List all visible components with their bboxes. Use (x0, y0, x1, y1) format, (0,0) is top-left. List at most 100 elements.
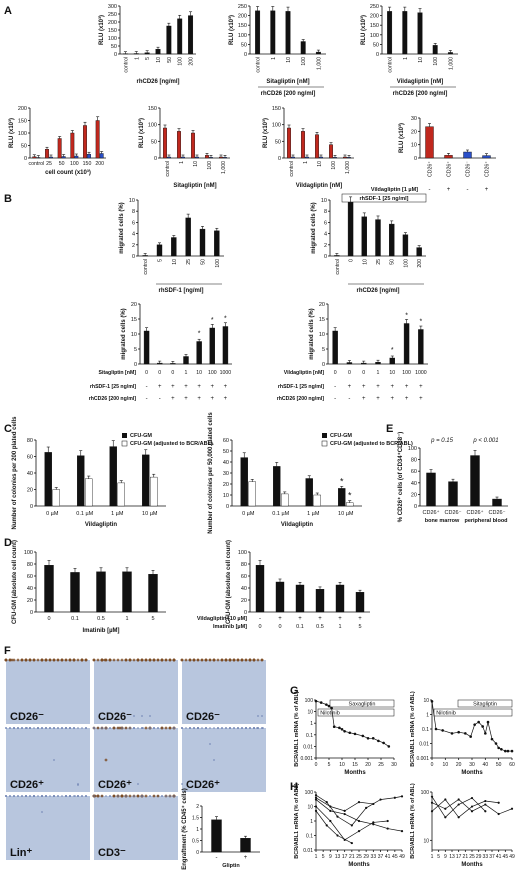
data-point (444, 807, 447, 810)
data-point (490, 737, 494, 741)
y-tick-label: 50 (21, 144, 27, 150)
sig-star: * (391, 347, 394, 354)
stain-dot (117, 783, 119, 785)
sign: + (358, 616, 362, 622)
stain-dot (12, 658, 16, 662)
stain-dot (112, 658, 116, 662)
rlu-bar (188, 15, 194, 55)
stain-dot (156, 794, 160, 798)
data-point (319, 701, 323, 704)
data-point (444, 798, 447, 801)
y-tick-label: 50 (223, 449, 229, 455)
x-tick-label: 50 (201, 259, 207, 265)
stain-dot (96, 726, 100, 730)
x-axis-label: Vildagliptin (281, 522, 314, 528)
y-tick-label: 1 (310, 819, 313, 825)
data-point (393, 796, 396, 799)
data-point (350, 841, 353, 845)
y-tick-label: 10 (319, 332, 325, 338)
stain-dot (261, 727, 263, 729)
data-point (500, 747, 503, 751)
cd26-bar (463, 151, 472, 159)
x-tick-label: control (143, 259, 149, 275)
sign: - (334, 396, 336, 402)
panel-letter: C (4, 423, 12, 435)
y-tick-label: 0 (114, 52, 117, 58)
y-axis-label: BCR/ABL1 mRNA (% of ABL) (410, 783, 416, 859)
x-tick-label: 33 (371, 854, 377, 860)
y-axis-label: migrated cells (%) (121, 308, 127, 359)
migration-bar (334, 255, 340, 257)
y-tick-label: 80 (27, 438, 33, 444)
rlu-bar (177, 18, 183, 55)
y-axis-label: BCR/ABL1 mRNA (% of ABL) (294, 691, 300, 767)
data-point (325, 824, 328, 827)
data-point (497, 746, 500, 750)
stain-dot (152, 658, 156, 662)
x-tick-label: 13 (449, 854, 455, 860)
x-tick-label: 20 (365, 762, 371, 768)
y-tick-label: 50 (111, 44, 117, 50)
x-tick-label: 17 (342, 854, 348, 860)
sign: + (362, 384, 366, 390)
data-point (510, 749, 514, 753)
data-point (371, 736, 375, 740)
x-tick-label: 49 (509, 854, 515, 860)
stain-dot (181, 727, 183, 729)
x-axis-label: Gliptin (222, 863, 240, 869)
stain-dot (133, 795, 135, 797)
x-tick-label: 10 (193, 161, 199, 167)
histology-tile (94, 796, 178, 860)
cfu-abs-bar (148, 574, 158, 613)
y-tick-label: 4 (324, 232, 327, 238)
data-point (361, 734, 365, 738)
y-tick-label: 8 (132, 209, 135, 215)
y-tick-label: 80 (411, 458, 417, 464)
dose: 100 (208, 370, 217, 376)
x-axis-label: Vildagliptin [nM] (397, 79, 444, 85)
stain-dot (149, 795, 151, 797)
y-tick-label: 1 (426, 713, 429, 719)
stain-dot (41, 811, 43, 813)
x-axis-label: Imatinib [µM] (82, 628, 119, 634)
x-tick-label: 30 (391, 762, 397, 768)
data-point (470, 810, 474, 813)
patient-line (315, 799, 403, 832)
y-axis-label: RLU (x10³) (138, 118, 145, 148)
y-tick-label: 6 (132, 220, 135, 226)
stain-dot (200, 658, 204, 662)
dose: 1000 (415, 370, 427, 376)
legend-swatch (322, 433, 327, 438)
y-tick-label: 150 (18, 119, 27, 125)
stain-dot (13, 727, 15, 729)
stain-dot (104, 758, 108, 762)
x-axis-label: Months (344, 770, 366, 776)
stain-dot (213, 759, 215, 761)
stain-dot (128, 794, 132, 798)
rlu-bar (144, 52, 150, 55)
cfu-bar (305, 478, 313, 507)
cfu-adjusted-bar (248, 481, 256, 507)
stain-dot (8, 658, 12, 662)
stain-dot (125, 795, 127, 797)
x-tick-label: 50 (390, 259, 396, 265)
histology-tile (182, 660, 266, 724)
stain-dot (192, 658, 196, 662)
sign: + (447, 187, 451, 193)
tile-label: CD26⁺ (186, 779, 220, 791)
x-tick-label: 25 (378, 762, 384, 768)
stain-dot (68, 658, 72, 662)
data-point (382, 741, 385, 745)
data-point (497, 812, 500, 816)
stain-dot (116, 726, 120, 730)
y-tick-label: 0 (24, 156, 27, 162)
stain-dot (61, 727, 63, 729)
group-label: bone marrow (425, 518, 460, 524)
cfu-abs-bar (96, 571, 106, 613)
cfu-abs-bar (315, 589, 325, 613)
data-point (441, 729, 444, 732)
y-tick-label: 100 (148, 123, 157, 129)
stain-dot (149, 727, 151, 729)
stain-dot (9, 795, 11, 797)
sign: - (429, 187, 431, 193)
